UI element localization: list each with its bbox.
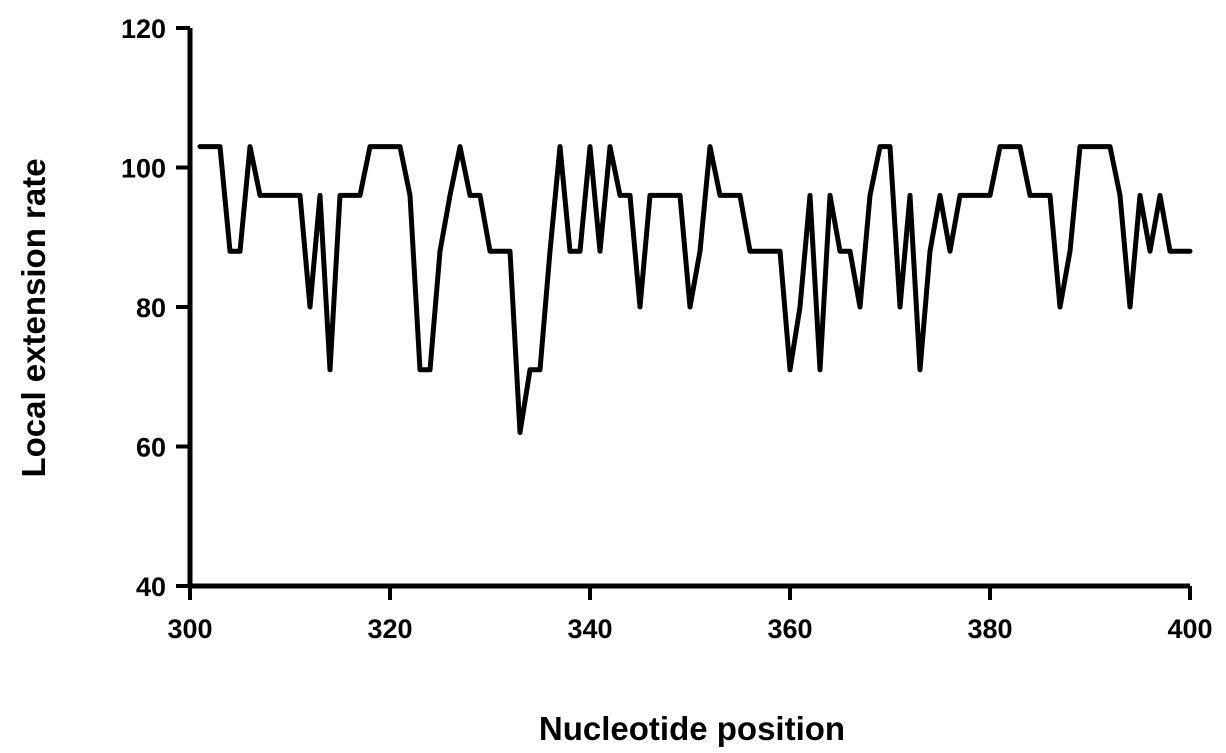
x-tick-label: 400	[1167, 614, 1212, 644]
y-tick-label: 100	[121, 154, 166, 184]
series-group	[197, 144, 1193, 435]
y-tick-label: 60	[136, 433, 166, 463]
series-line	[197, 144, 1193, 435]
x-tick-label: 340	[567, 614, 612, 644]
x-tick-label: 320	[367, 614, 412, 644]
x-tick-label: 380	[967, 614, 1012, 644]
y-tick-label: 40	[136, 572, 166, 602]
x-tick-label: 360	[767, 614, 812, 644]
y-axis-title: Local extension rate	[15, 158, 52, 477]
x-axis-title: Nucleotide position	[539, 710, 845, 747]
y-tick-label: 80	[136, 293, 166, 323]
y-axis: 40 60 80 100 120	[121, 14, 193, 602]
y-tick-label: 120	[121, 14, 166, 44]
x-axis: 300 320 340 360 380 400	[167, 583, 1213, 644]
x-tick-label: 300	[167, 614, 212, 644]
